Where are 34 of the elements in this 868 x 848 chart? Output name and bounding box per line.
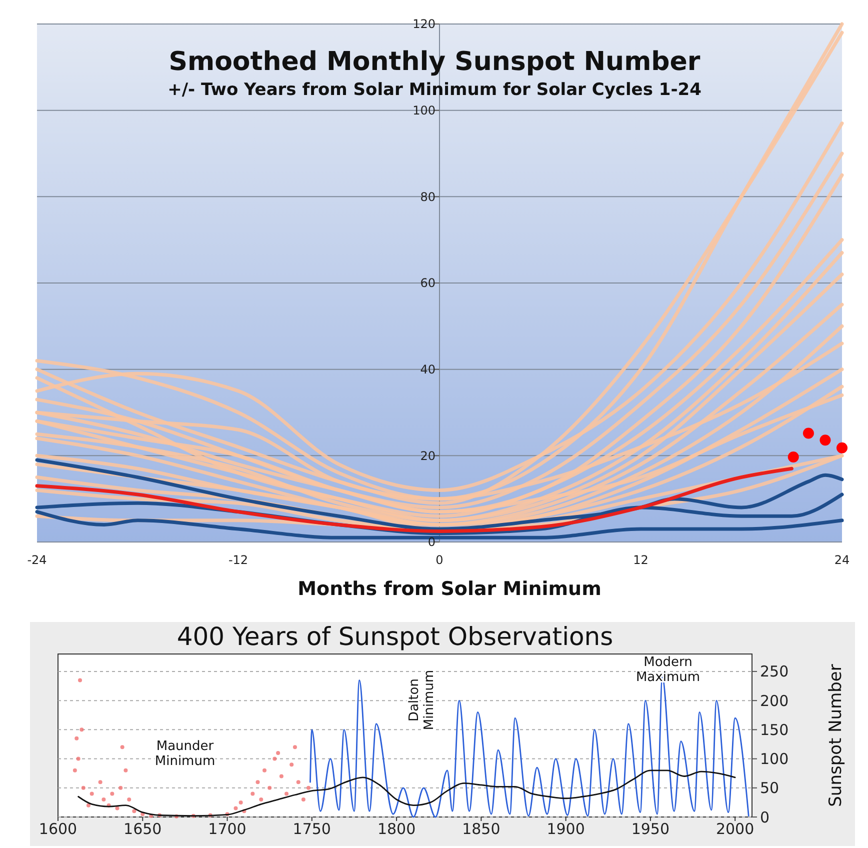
x-tick-label: 1950 — [631, 820, 670, 838]
x-axis-title: Months from Solar Minimum — [298, 578, 602, 600]
y-tick-label: 80 — [420, 190, 436, 204]
annotation: Dalton Minimum — [407, 670, 437, 730]
x-tick-label: 1750 — [292, 820, 331, 838]
y-tick-label: 0 — [428, 535, 436, 550]
x-tick-label: 2000 — [716, 820, 754, 838]
x-tick-label: -24 — [27, 553, 47, 567]
y-tick-label: 150 — [760, 720, 789, 739]
x-tick-label: 24 — [834, 553, 850, 567]
annotation: Modern Maximum — [636, 655, 700, 685]
y-axis-title: Sunspot Number — [826, 664, 846, 807]
y-tick-label: 100 — [760, 750, 789, 768]
chart-title: 400 Years of Sunspot Observations — [176, 622, 614, 651]
y-tick-label: 100 — [412, 104, 436, 118]
x-tick-label: 1600 — [38, 820, 78, 838]
x-tick-label: 1900 — [546, 820, 585, 838]
y-tick-label: 20 — [420, 448, 436, 463]
annotation: Maunder Minimum — [154, 739, 216, 769]
x-tick-label: 1850 — [462, 820, 500, 838]
y-tick-label: 250 — [760, 662, 789, 681]
x-tick-label: 1800 — [377, 820, 416, 838]
x-tick-label: 1700 — [208, 820, 246, 838]
x-tick-label: 1650 — [124, 820, 162, 838]
y-tick-label: 0 — [760, 808, 770, 826]
y-tick-label: 60 — [420, 276, 436, 290]
x-tick-label: -12 — [228, 553, 248, 567]
text: +/- Two Years from Solar Minimum for Solar Cycles 1-24 — [168, 80, 702, 100]
y-tick-label: 200 — [760, 692, 789, 710]
y-tick-label: 120 — [412, 17, 436, 32]
y-tick-label: 40 — [420, 362, 436, 377]
x-tick-label: 12 — [633, 553, 648, 567]
y-tick-label: 50 — [760, 779, 780, 798]
text: Smoothed Monthly Sunspot Number — [168, 47, 700, 77]
